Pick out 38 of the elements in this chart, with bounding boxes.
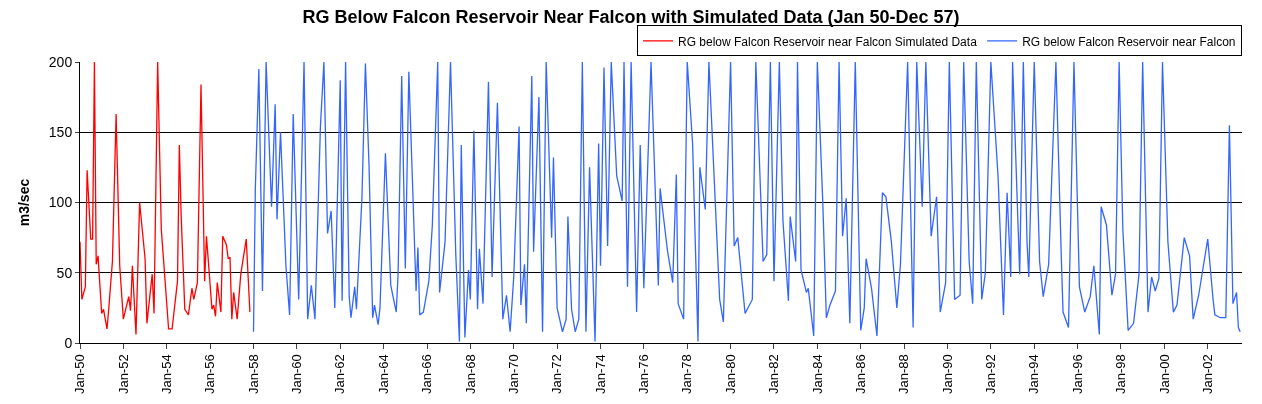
line-series <box>252 62 1241 343</box>
x-tick-label: Jan-66 <box>419 354 435 394</box>
x-tick-label: Jan-60 <box>289 354 305 394</box>
x-tick-label: Jan-98 <box>1113 354 1129 394</box>
x-tick-label: Jan-58 <box>245 354 261 394</box>
y-tick-label: 0 <box>64 334 73 351</box>
chart-title: RG Below Falcon Reservoir Near Falcon with Simulated Data (Jan 50-Dec 57) <box>302 6 960 27</box>
legend-label: RG below Falcon Reservoir near Falcon Simulated Data <box>678 34 978 49</box>
x-tick-label: Jan-92 <box>983 354 999 394</box>
x-tick-label: Jan-64 <box>375 354 391 394</box>
x-tick-label: Jan-68 <box>462 354 478 394</box>
y-tick-label: 100 <box>48 194 73 211</box>
x-tick-label: Jan-90 <box>939 354 955 394</box>
legend-label: RG below Falcon Reservoir near Falcon <box>1022 34 1236 49</box>
x-tick-label: Jan-82 <box>766 354 782 394</box>
x-tick-label: Jan-70 <box>505 354 521 394</box>
x-tick-label: Jan-84 <box>809 354 825 394</box>
y-tick-label: 150 <box>48 124 73 141</box>
x-tick-label: Jan-80 <box>722 354 738 394</box>
x-tick-label: Jan-78 <box>679 354 695 394</box>
x-tick-label: Jan-62 <box>332 354 348 394</box>
x-tick-label: Jan-00 <box>1156 354 1172 394</box>
x-tick-label: Jan-50 <box>72 354 88 394</box>
x-tick-label: Jan-86 <box>852 354 868 394</box>
x-tick-label: Jan-94 <box>1026 354 1042 394</box>
x-tick-label: Jan-74 <box>592 354 608 394</box>
y-axis-title: m3/sec <box>16 178 33 227</box>
x-tick-label: Jan-54 <box>158 354 174 394</box>
x-tick-label: Jan-88 <box>896 354 912 394</box>
x-tick-label: Jan-96 <box>1069 354 1085 394</box>
x-tick-label: Jan-52 <box>115 354 131 394</box>
x-tick-label: Jan-02 <box>1199 354 1215 394</box>
y-tick-label: 200 <box>48 53 73 70</box>
x-tick-label: Jan-56 <box>202 354 218 394</box>
line-series <box>80 62 251 336</box>
x-tick-label: Jan-76 <box>636 354 652 394</box>
y-tick-label: 50 <box>56 264 73 281</box>
x-tick-label: Jan-72 <box>549 354 565 394</box>
